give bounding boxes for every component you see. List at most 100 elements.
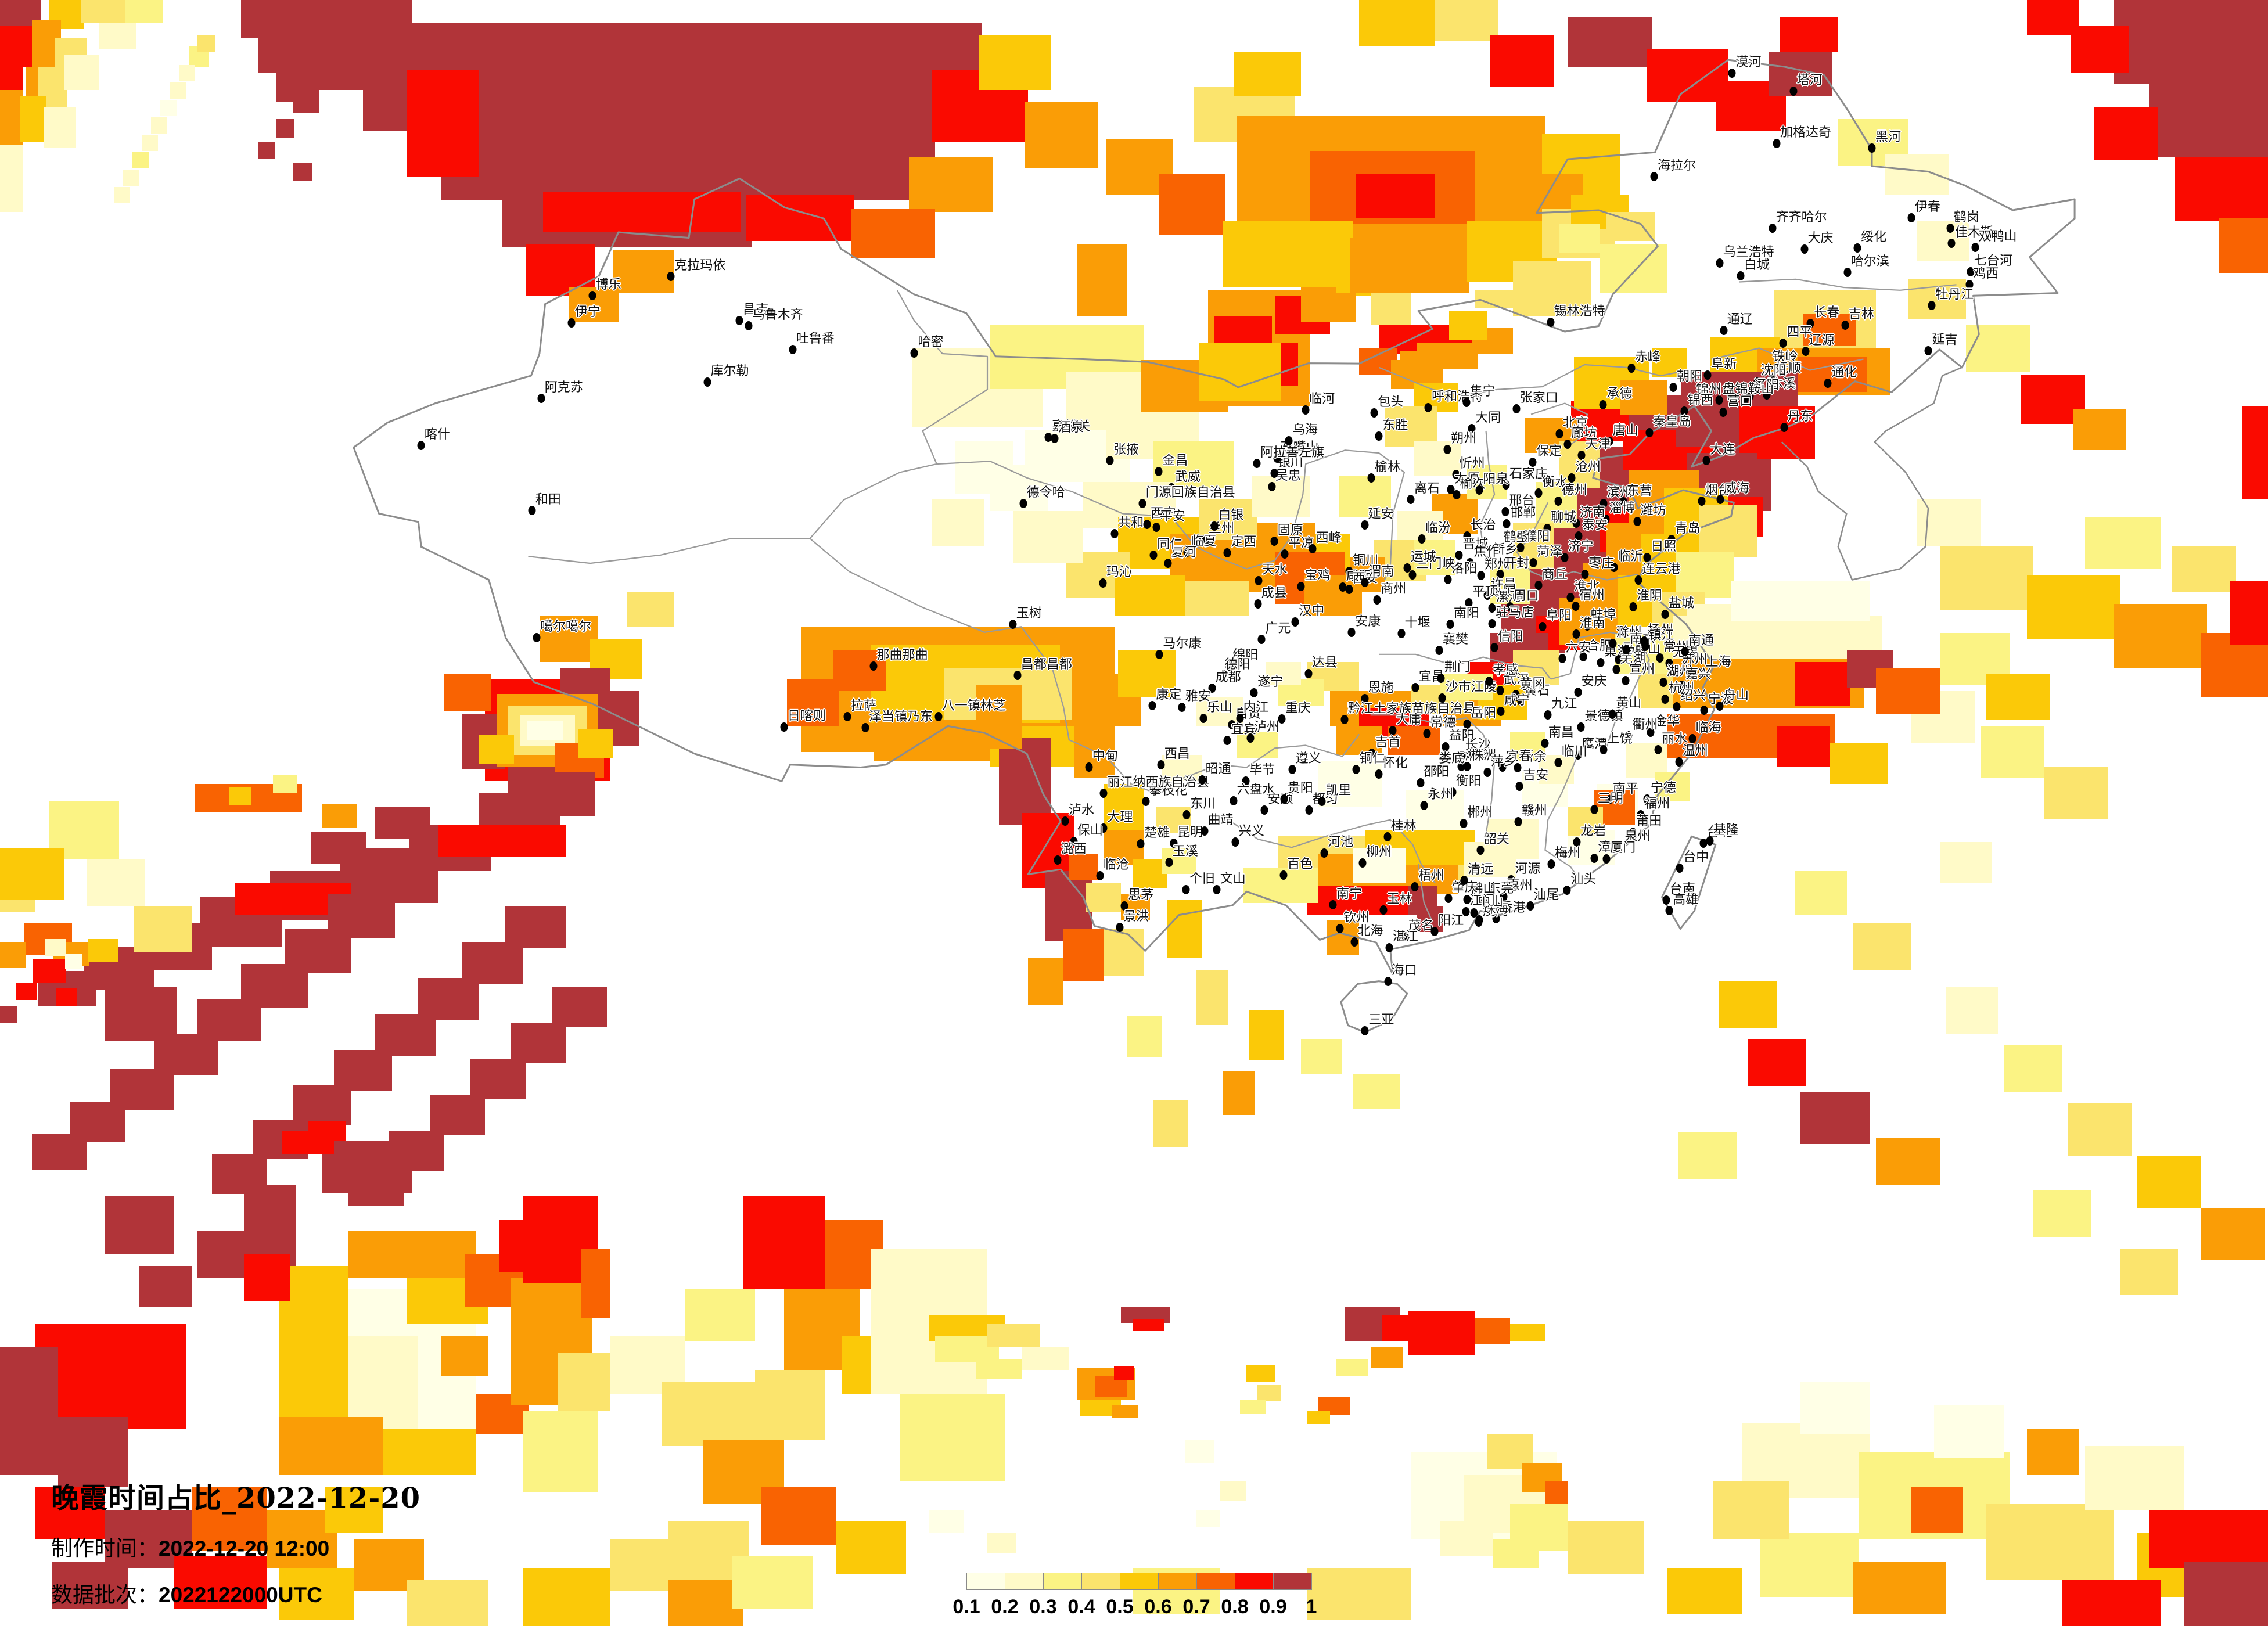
city-dot-icon [1155, 649, 1163, 659]
city-dot-icon [1716, 258, 1724, 268]
city-dot-icon [1566, 593, 1575, 603]
city-dot-icon [745, 321, 753, 330]
city-dot-icon [1096, 870, 1104, 880]
city-label: 西安 [1353, 571, 1378, 585]
city-dot-icon [1645, 427, 1654, 437]
city-label: 吉安 [1523, 768, 1549, 783]
city-dot-icon [1448, 787, 1457, 797]
heat-cell [755, 1370, 825, 1440]
city-label: 基隆 [1713, 822, 1739, 837]
city-dot-icon [1270, 468, 1278, 478]
city-dot-icon [1470, 908, 1478, 918]
city-dot-icon [1496, 543, 1504, 553]
city-label: 洛阳 [1451, 560, 1478, 575]
city-label: 长治 [1470, 517, 1496, 532]
city-label: 台北 [1706, 825, 1733, 840]
heat-cell [1647, 49, 1728, 102]
city-dot-icon [1678, 681, 1686, 690]
city-label: 玉树 [1016, 605, 1042, 620]
city-dot-icon [1463, 531, 1471, 541]
china-national-boundary [353, 59, 2076, 976]
heat-cell [1830, 743, 1888, 784]
city-label: 宣州 [1629, 662, 1655, 677]
city-label: 通辽 [1727, 311, 1753, 326]
heat-cell [1069, 854, 1098, 880]
city-label: 常德 [1430, 715, 1456, 730]
city-label: 平安 [1160, 509, 1186, 524]
city-label: 四平 [1787, 325, 1813, 340]
province-boundary [1516, 502, 1638, 581]
city-dot-icon [1309, 544, 1317, 553]
city-dot-icon [1164, 559, 1171, 568]
heat-cell [2242, 406, 2268, 499]
heat-cell [1185, 1440, 1214, 1463]
city-label: 株洲 [1471, 748, 1497, 763]
heat-cell [1667, 1568, 1742, 1614]
city-dot-icon [1573, 837, 1581, 847]
heat-cell [1798, 357, 1867, 392]
city-dot-icon [910, 348, 918, 358]
heat-cell [244, 1254, 290, 1301]
city-dot-icon [1142, 796, 1150, 806]
city-label: 嘉峪关 [1052, 418, 1091, 433]
city-label: 清远 [1468, 862, 1494, 877]
city-dot-icon [1340, 715, 1348, 725]
heat-cell [2137, 1156, 2201, 1208]
city-dot-icon [1257, 635, 1266, 645]
city-dot-icon [1468, 424, 1476, 434]
city-label: 哈密 [918, 334, 944, 349]
province-boundary [1711, 347, 1864, 371]
city-label: 西峰 [1315, 530, 1342, 545]
city-dot-icon [1769, 224, 1777, 233]
city-label: 遂宁 [1257, 674, 1284, 689]
city-dot-icon [1728, 68, 1736, 78]
city-label: 阳江 [1438, 912, 1464, 927]
city-label: 怀化 [1382, 755, 1408, 770]
city-label: 共和 [1118, 515, 1144, 530]
city-dot-icon [1492, 913, 1500, 923]
city-dot-icon [1706, 836, 1714, 846]
city-label: 攀枝花 [1149, 782, 1188, 797]
city-dot-icon [1583, 621, 1591, 631]
city-dot-icon [1350, 937, 1358, 947]
heat-cell [444, 674, 491, 711]
city-label: 天水 [1261, 562, 1288, 577]
city-label: 娄底 [1439, 750, 1465, 765]
legend-tick-label: 0.4 [1067, 1596, 1095, 1618]
heat-cell [1196, 1510, 1220, 1527]
city-label: 那曲那曲 [876, 647, 928, 662]
heat-cell [293, 90, 319, 113]
heat-cell [874, 720, 990, 761]
heat-cell [2094, 107, 2158, 160]
city-dot-icon [1643, 552, 1651, 562]
heat-cell [45, 939, 66, 956]
city-label: 东川 [1190, 796, 1216, 811]
legend: 0.1 0.2 0.3 0.4 0.5 0.6 0.7 0.8 0.9 1 [953, 1573, 1317, 1618]
city-dot-icon [588, 291, 596, 301]
city-label: 蚌埠 [1590, 607, 1616, 623]
heat-cell [1510, 1324, 1545, 1341]
city-dot-icon [1383, 832, 1392, 842]
city-label: 湖州 [1666, 663, 1692, 678]
city-label: 大庆 [1807, 231, 1834, 245]
heat-cell [0, 848, 64, 900]
heat-cell [0, 90, 23, 145]
city-label: 秦皇岛 [1652, 413, 1691, 429]
city-label: 香港 [1500, 900, 1526, 915]
heat-cell [929, 1510, 964, 1533]
city-label: 沙市江陵 [1445, 679, 1497, 695]
city-label: 晋城 [1462, 536, 1489, 551]
city-dot-icon [1806, 318, 1814, 328]
heat-cell [1371, 290, 1411, 325]
city-label: 温州 [1682, 743, 1708, 758]
city-label: 太原 [1454, 471, 1480, 486]
city-label: 昆明 [1177, 825, 1203, 840]
heat-cell [1385, 406, 1437, 447]
city-dot-icon [1106, 455, 1114, 465]
city-label: 喀什 [424, 427, 450, 442]
city-label: 白城 [1744, 257, 1770, 272]
legend-tick-label: 1 [1306, 1596, 1317, 1618]
city-label: 昌吉 [743, 301, 769, 316]
city-label: 双鸭山 [1978, 229, 2017, 244]
